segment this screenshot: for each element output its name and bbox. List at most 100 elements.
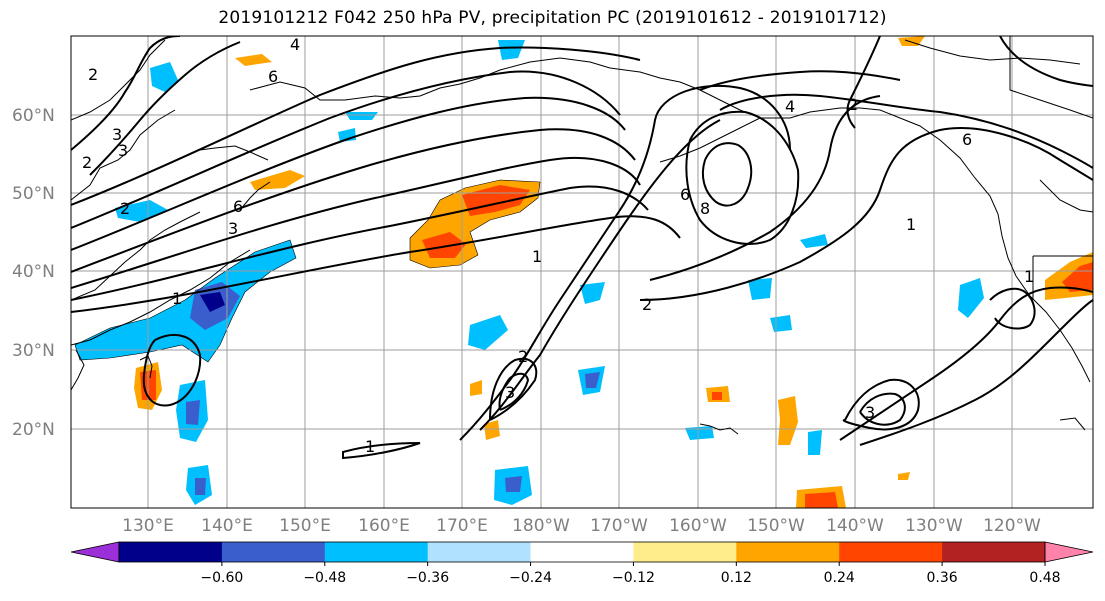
pv-contour: [142, 334, 202, 407]
colorbar-label: −0.48: [303, 570, 346, 586]
precip-neg-patch: [585, 372, 600, 388]
colorbar-cell: [119, 542, 223, 562]
precip-neg-patch: [505, 476, 522, 492]
lon-label: 180°W: [512, 516, 570, 536]
pv-contour: [999, 36, 1093, 87]
pv-contours: [71, 36, 1093, 460]
pv-contour: [89, 41, 241, 176]
precip-neg-patch: [115, 200, 168, 222]
lat-label: 20°N: [12, 420, 55, 440]
colorbar-label: 0.48: [1029, 570, 1060, 586]
lat-label: 30°N: [12, 341, 55, 361]
precip-pos-patch: [422, 232, 466, 258]
pv-contour: [342, 442, 421, 460]
lon-label: 170°W: [590, 516, 648, 536]
precip-neg-patch: [808, 430, 822, 455]
contour-label: 1: [365, 437, 375, 456]
precip-pos-patch: [1062, 262, 1093, 292]
pv-contour: [71, 46, 641, 206]
pv-contour: [71, 215, 681, 313]
colorbar-label: −0.24: [509, 570, 552, 586]
colorbar-cell: [530, 542, 634, 562]
colorbar-label: 0.12: [721, 570, 752, 586]
contour-label: 2: [848, 95, 858, 114]
precip-neg-patch: [200, 292, 225, 312]
pv-contour: [989, 287, 1036, 330]
pv-contour: [639, 127, 1093, 301]
colorbar-cell: [427, 542, 532, 562]
colorbar-extend-max: [1044, 541, 1094, 563]
colorbar-cells: [70, 541, 1094, 563]
lon-label: 150°E: [279, 516, 331, 536]
contour-label: 1: [906, 215, 916, 234]
lon-label: 160°W: [669, 516, 727, 536]
contour-label: 3: [505, 383, 515, 402]
contour-label: 8: [700, 199, 710, 218]
pv-contour: [71, 185, 649, 301]
pv-contour: [859, 299, 1093, 446]
precip-neg-patch: [150, 62, 178, 92]
pv-contour: [71, 156, 641, 289]
lat-label: 40°N: [12, 262, 55, 282]
precip-neg-patch: [958, 278, 984, 318]
contour-label: 6: [680, 185, 690, 204]
precip-neg-patch: [468, 315, 508, 350]
colorbar-ticks: [221, 562, 1046, 566]
pv-contour: [701, 142, 753, 207]
lat-label: 60°N: [12, 106, 55, 126]
precip-pos-patch: [898, 36, 925, 46]
precip-pos-patch: [235, 54, 272, 66]
lon-label: 170°E: [436, 516, 488, 536]
lon-label: 130°E: [122, 516, 174, 536]
contour-label: 3: [118, 141, 128, 160]
contour-label: 3: [112, 125, 122, 144]
pv-contour: [842, 378, 920, 431]
pv-contour: [489, 357, 538, 421]
precip-pos-patch: [250, 170, 305, 190]
lon-label: 150°W: [747, 516, 805, 536]
precip-neg-patch: [498, 40, 525, 60]
pv-contour: [699, 70, 901, 91]
precip-neg-patch: [186, 400, 200, 425]
precip-pos-patch: [712, 392, 722, 400]
colorbar-label: −0.60: [200, 570, 243, 586]
pv-contour: [71, 36, 181, 151]
colorbar-cell: [736, 542, 840, 562]
contour-label: 2: [518, 347, 528, 366]
lat-label: 50°N: [12, 184, 55, 204]
lon-label: 160°E: [358, 516, 410, 536]
colorbar-cell: [324, 542, 429, 562]
precip-neg-patch: [580, 282, 605, 304]
precip-neg-patch: [770, 315, 792, 332]
contour-label: 3: [228, 219, 238, 238]
pv-contour: [649, 95, 881, 281]
map-frame: [70, 35, 1094, 509]
latitude-labels: 60°N 50°N 40°N 30°N 20°N: [12, 106, 55, 440]
precip-neg-patch: [345, 112, 378, 120]
colorbar: −0.60 −0.48 −0.36 −0.24 −0.12 0.12 0.24 0.36 0.4…: [70, 541, 1094, 586]
contour-label: 2: [88, 65, 98, 84]
contour-label: 4: [785, 97, 795, 116]
pv-contour: [71, 128, 636, 273]
pv-contour: [459, 84, 791, 441]
precip-neg-patch: [195, 478, 206, 495]
colorbar-extend-min: [70, 541, 120, 563]
colorbar-label: 0.24: [824, 570, 855, 586]
precip-pos-patch: [484, 420, 500, 440]
pv-contour: [846, 36, 881, 129]
contour-label: 1: [532, 247, 542, 266]
pv-contour: [839, 286, 1093, 441]
colorbar-cell: [221, 542, 326, 562]
lon-label: 130°W: [905, 516, 963, 536]
contour-label: 1: [172, 289, 182, 308]
contour-label: 2: [642, 295, 652, 314]
precip-neg-patch: [748, 278, 772, 300]
colorbar-outline: [118, 541, 1046, 563]
contour-label: 4: [290, 35, 300, 54]
colorbar-label: −0.12: [612, 570, 655, 586]
pv-contour: [71, 70, 621, 229]
precip-pos-patch: [898, 472, 910, 480]
colorbar-label: −0.36: [406, 570, 449, 586]
colorbar-cell: [633, 542, 737, 562]
precip-pos-patch: [805, 492, 838, 508]
